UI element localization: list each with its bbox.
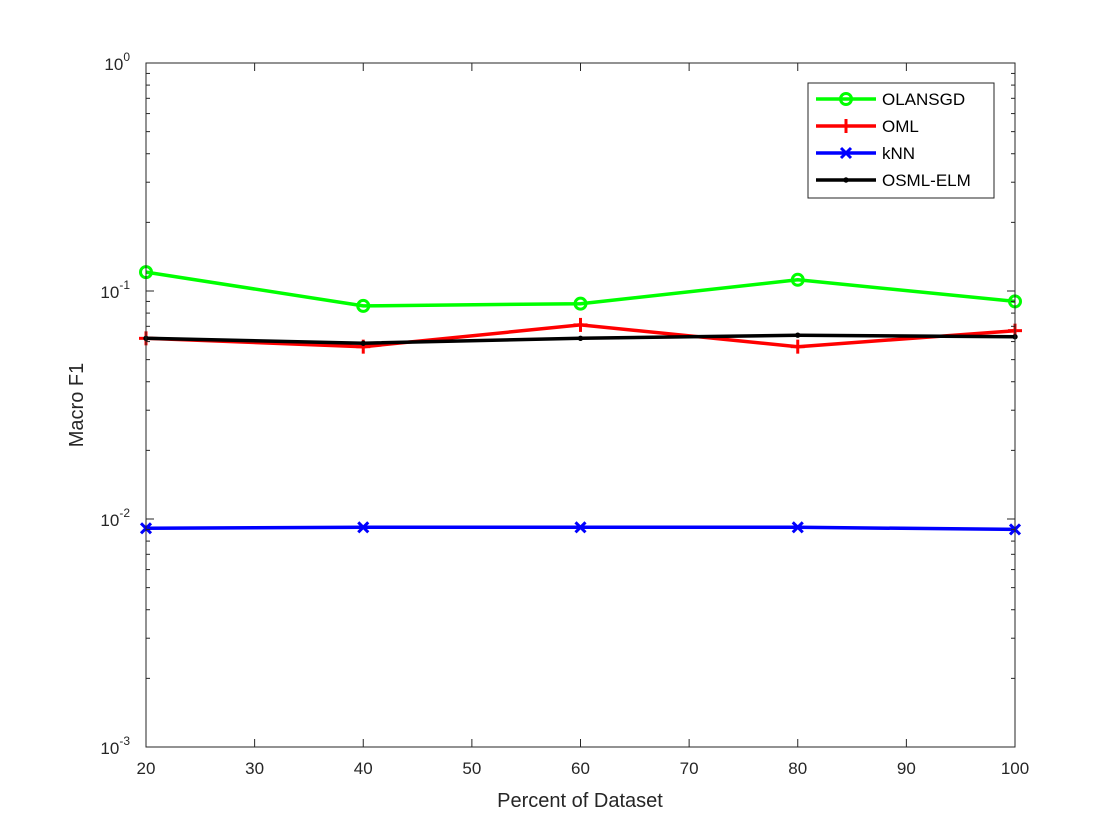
y-tick-label: 100 — [104, 50, 130, 74]
legend-marker-osml-elm — [843, 177, 849, 183]
x-axis-label: Percent of Dataset — [497, 790, 663, 812]
legend-label-oml: OML — [882, 117, 919, 136]
legend: OLANSGD OML kNN OSML-ELM — [807, 82, 995, 199]
series-osml-elm — [143, 332, 1018, 346]
data-point-osml-elm — [577, 335, 584, 342]
legend-entry-osml-elm: OSML-ELM — [816, 171, 971, 190]
data-point-osml-elm — [360, 340, 366, 346]
y-tick-label: 10-2 — [100, 506, 130, 530]
legend-label-knn: kNN — [882, 144, 915, 163]
data-point-osml-elm — [795, 332, 801, 338]
y-tick-label: 10-1 — [100, 278, 130, 302]
legend-entry-oml: OML — [816, 117, 919, 136]
legend-label-osml-elm: OSML-ELM — [882, 171, 971, 190]
data-point-knn-b — [574, 521, 587, 534]
data-point-knn — [791, 521, 804, 534]
x-tick-label: 80 — [788, 759, 807, 778]
x-tick-label: 50 — [462, 759, 481, 778]
data-point-oml — [790, 339, 805, 354]
tick-layer: 20 30 40 50 60 70 80 90 100 10-3 10-2 10-1 100 — [100, 50, 1029, 778]
x-tick-label: 40 — [354, 759, 373, 778]
legend-marker-knn — [839, 146, 853, 160]
y-tick-label: 10-3 — [100, 734, 130, 758]
x-tick-label: 20 — [137, 759, 156, 778]
x-tick-label: 100 — [1001, 759, 1029, 778]
data-point-olansgd — [356, 298, 371, 313]
data-point-oml — [573, 317, 588, 332]
data-point-olansgd — [790, 272, 805, 287]
x-tick-label: 70 — [680, 759, 699, 778]
legend-marker-oml — [839, 119, 853, 133]
legend-marker-knn-b — [839, 146, 853, 160]
legend-marker-olansgd — [839, 92, 853, 106]
data-point-knn — [574, 521, 587, 534]
x-tick-label: 30 — [245, 759, 264, 778]
data-point-olansgd — [573, 296, 588, 311]
x-tick-label: 60 — [571, 759, 590, 778]
legend-entry-olansgd: OLANSGD — [816, 90, 965, 109]
y-axis-label: Macro F1 — [66, 363, 88, 447]
data-point-knn-b — [791, 521, 804, 534]
data-point-knn — [357, 521, 370, 534]
x-tick-label: 90 — [897, 759, 916, 778]
series-line-olansgd — [145, 270, 1016, 308]
legend-entry-knn: kNN — [816, 144, 915, 163]
series-knn — [139, 521, 1022, 536]
legend-label-olansgd: OLANSGD — [882, 90, 965, 109]
series-layer — [139, 265, 1022, 536]
data-point-knn-b — [357, 521, 370, 534]
